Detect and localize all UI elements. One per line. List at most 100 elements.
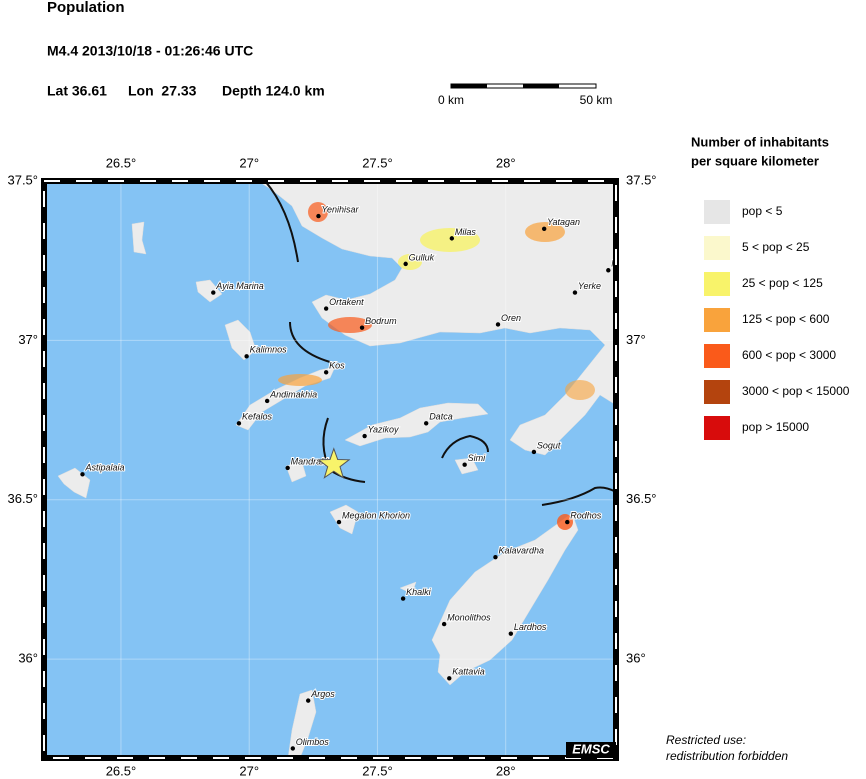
- cities: Yenihisar Milas Yatagan Gulluk OrtakentBodru…: [80, 203, 616, 751]
- badge-text: EMSC: [572, 741, 610, 756]
- city-label: Rodhos: [570, 510, 602, 520]
- legend-label: 5 < pop < 25: [742, 240, 810, 254]
- city-label: Datca: [429, 412, 453, 422]
- lat-label: Lat 36.61: [47, 83, 107, 99]
- event-line: M4.4 2013/10/18 - 01:26:46 UTC: [47, 43, 253, 59]
- city-label: Yatagan: [547, 217, 580, 227]
- city-dot: [447, 676, 452, 681]
- y-tick-label: 37°: [626, 332, 646, 347]
- city-dot: [403, 261, 408, 267]
- legend-label: 125 < pop < 600: [742, 312, 830, 326]
- city-label: Lardhos: [514, 622, 547, 632]
- badge: EMSC: [566, 741, 616, 758]
- city-label: Ayia Marina: [215, 281, 263, 291]
- city-label: Yazikoy: [368, 424, 399, 434]
- city-dot: [449, 236, 455, 241]
- lon-label: Lon 27.33: [128, 83, 197, 99]
- axis-ticks: 26.5° 26.5° 27° 27° 27.5° 27.5° 28° 28° 37.5° 37.…: [7, 155, 656, 778]
- city-label: Astipalaia: [84, 463, 124, 473]
- y-tick-label: 36°: [18, 651, 38, 666]
- city-label: Khalki: [406, 587, 432, 597]
- city-label: Yerke: [578, 281, 601, 291]
- legend-swatch: [704, 344, 730, 368]
- legend-swatch: [704, 416, 730, 440]
- y-tick-label: 36.5°: [626, 491, 657, 506]
- scale-start: 0 km: [438, 93, 464, 107]
- y-tick-label: 37°: [18, 332, 38, 347]
- x-tick-label: 28°: [496, 763, 516, 778]
- city-dot: [211, 290, 216, 295]
- city-label: Olimbos: [296, 737, 330, 747]
- city-label: Gulluk: [409, 252, 435, 262]
- x-tick-label: 28°: [496, 155, 516, 170]
- population-density: [278, 202, 595, 530]
- city-label: Andimakhia: [269, 389, 317, 399]
- scale-bar: 0 km 50 km: [438, 83, 613, 107]
- city-dot: [508, 631, 514, 636]
- city-dot: [565, 519, 570, 525]
- city-label: Ortakent: [329, 297, 364, 307]
- legend-swatch: [704, 308, 730, 332]
- city-dot: [264, 398, 270, 404]
- notice: redistribution forbidden: [666, 749, 788, 763]
- x-tick-label: 26.5°: [106, 155, 137, 170]
- city-dot: [323, 370, 329, 375]
- city-label: Simi: [468, 453, 486, 463]
- city-label: Argos: [310, 689, 335, 699]
- city-label: Bodrum: [365, 316, 397, 326]
- city-dot: [336, 519, 342, 525]
- y-tick-label: 37.5°: [7, 172, 38, 187]
- city-dot: [316, 213, 321, 219]
- legend-swatch: [704, 380, 730, 404]
- city-dot: [362, 433, 367, 439]
- city-label: Kos: [329, 361, 345, 371]
- city-dot: [606, 268, 611, 273]
- city-label: Kefalos: [242, 412, 273, 422]
- city-dot: [305, 698, 311, 703]
- x-tick-label: 27.5°: [362, 155, 393, 170]
- scale-end: 50 km: [580, 93, 613, 107]
- city-label: Kalavardha: [498, 546, 544, 556]
- city-dot: [531, 449, 537, 455]
- legend-swatch: [704, 200, 730, 224]
- city-dot: [572, 290, 578, 295]
- legend-label: pop > 15000: [742, 420, 809, 434]
- city-dot: [236, 421, 242, 426]
- y-tick-label: 37.5°: [626, 172, 657, 187]
- city-dot: [400, 596, 406, 601]
- x-tick-label: 27.5°: [362, 763, 393, 778]
- map-area: Yenihisar Milas Yatagan Gulluk OrtakentBodru…: [44, 181, 616, 758]
- epicenter: [317, 447, 351, 479]
- legend-label: 25 < pop < 125: [742, 276, 823, 290]
- city-label: Milas: [455, 227, 477, 237]
- map-frame: [41, 178, 619, 761]
- city-dot: [244, 354, 249, 359]
- city-dot: [359, 325, 365, 330]
- city-label: Yenihisar: [321, 204, 359, 214]
- y-tick-label: 36°: [626, 651, 646, 666]
- city-label: Sogut: [537, 440, 561, 450]
- x-tick-label: 27°: [239, 155, 259, 170]
- legend-label: 3000 < pop < 15000: [742, 384, 850, 398]
- city-dot: [80, 472, 85, 477]
- city-dot: [285, 465, 290, 471]
- city-dot: [462, 462, 467, 467]
- legend-title: Number of inhabitants: [691, 134, 829, 149]
- city-label: Kattavia: [452, 667, 485, 677]
- city-dot: [290, 746, 296, 751]
- y-tick-label: 36.5°: [7, 491, 38, 506]
- legend-label: 600 < pop < 3000: [742, 348, 836, 362]
- city-label: Monolithos: [447, 612, 491, 622]
- city-dot: [493, 554, 498, 560]
- city-label: Megalon Khorion: [342, 510, 410, 520]
- fault-lines: [264, 181, 616, 506]
- depth-label: Depth 124.0 km: [222, 83, 325, 99]
- legend: pop < 5 5 < pop < 25 25 < pop < 125 125 < p…: [704, 200, 850, 440]
- city-label: Kalimnos: [250, 345, 288, 355]
- city-dot: [495, 322, 501, 327]
- city-dot: [541, 226, 547, 232]
- x-tick-label: 27°: [239, 763, 259, 778]
- city-dot: [423, 421, 429, 426]
- city-dot: [441, 621, 447, 627]
